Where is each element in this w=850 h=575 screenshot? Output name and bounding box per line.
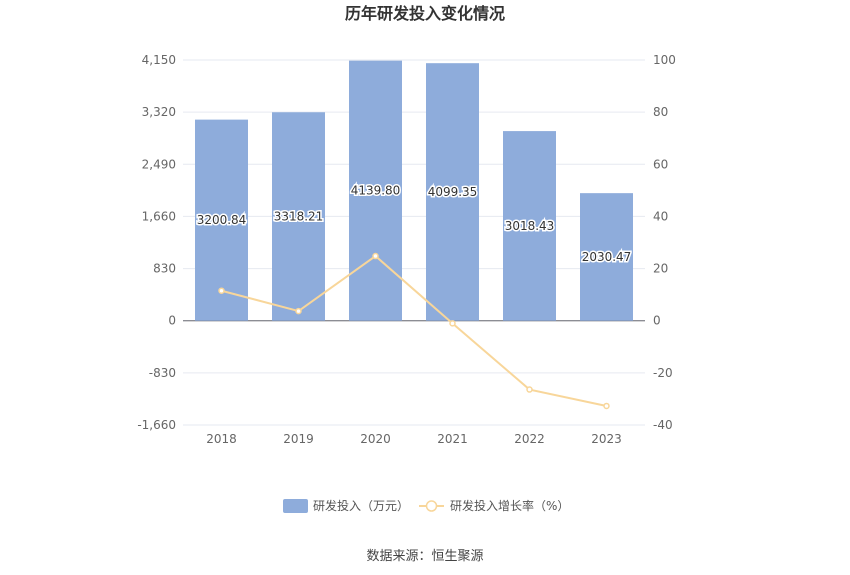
left-axis-tick-label: 3,320 <box>142 105 176 119</box>
right-axis-tick-label: 20 <box>653 262 668 276</box>
bar-series <box>195 60 633 321</box>
left-axis-tick-label: 2,490 <box>142 157 176 171</box>
right-axis-tick-label: -20 <box>653 366 673 380</box>
left-axis-tick-label: 4,150 <box>142 53 176 67</box>
x-axis-tick-label: 2020 <box>360 432 391 446</box>
x-axis-tick-label: 2018 <box>206 432 237 446</box>
bar[interactable] <box>195 119 248 321</box>
legend-line-marker[interactable] <box>425 500 438 512</box>
bar-value-label: 2030.47 <box>582 250 632 264</box>
line-point[interactable] <box>526 386 533 393</box>
right-axis-tick-label: 40 <box>653 209 668 223</box>
gridlines <box>183 59 645 426</box>
legend-bar-swatch[interactable] <box>283 499 308 513</box>
right-axis-tick-label: 100 <box>653 53 676 67</box>
line-point[interactable] <box>449 320 456 327</box>
bar-value-label: 3318.21 <box>274 209 324 223</box>
bar-value-label: 4139.80 <box>351 184 401 198</box>
line-point[interactable] <box>218 287 225 294</box>
bar[interactable] <box>426 63 479 321</box>
line-point[interactable] <box>603 402 610 410</box>
data-source: 数据来源：恒生聚源 <box>366 549 483 564</box>
x-axis-tick-label: 2022 <box>514 432 545 446</box>
line-point[interactable] <box>295 307 302 315</box>
bar[interactable] <box>580 193 633 321</box>
x-axis-tick-label: 2021 <box>437 432 468 446</box>
line-series <box>218 252 610 410</box>
bar-value-label: 3018.43 <box>505 219 555 233</box>
x-axis-ticks: 2018 2019 2020 2021 2022 2023 <box>206 432 622 446</box>
x-axis-tick-label: 2023 <box>591 432 622 446</box>
x-axis-tick-label: 2019 <box>283 432 314 446</box>
left-axis-tick-label: 0 <box>168 314 176 328</box>
legend-bar-label[interactable]: 研发投入（万元） <box>313 498 409 513</box>
bar[interactable] <box>503 131 556 321</box>
right-axis-tick-label: 80 <box>653 105 668 119</box>
bar-value-label: 3200.84 <box>197 213 247 227</box>
line-point[interactable] <box>372 252 379 260</box>
chart-title: 历年研发投入变化情况 <box>345 4 505 23</box>
left-axis-tick-label: -830 <box>149 366 176 380</box>
right-axis-tick-label: 0 <box>653 314 661 328</box>
right-axis-tick-label: -40 <box>653 418 673 432</box>
legend: 研发投入（万元） 研发投入增长率（%） <box>283 498 569 513</box>
bar-data-labels: 3200.84 3318.21 4139.80 4099.35 3018.43 2030.… <box>195 182 633 265</box>
right-axis-tick-label: 60 <box>653 157 668 171</box>
legend-line-label[interactable]: 研发投入增长率（%） <box>450 498 569 513</box>
right-axis-ticks: 100 80 60 40 20 0 -20 -40 <box>653 53 676 432</box>
growth-line <box>221 254 607 407</box>
left-axis-ticks: 4,150 3,320 2,490 1,660 830 0 -830 -1,660 <box>137 53 176 432</box>
bar[interactable] <box>272 112 325 321</box>
bar-value-label: 4099.35 <box>428 185 478 199</box>
left-axis-tick-label: 1,660 <box>142 209 176 223</box>
bar[interactable] <box>349 60 402 321</box>
left-axis-tick-label: -1,660 <box>137 418 176 432</box>
left-axis-tick-label: 830 <box>153 262 176 276</box>
